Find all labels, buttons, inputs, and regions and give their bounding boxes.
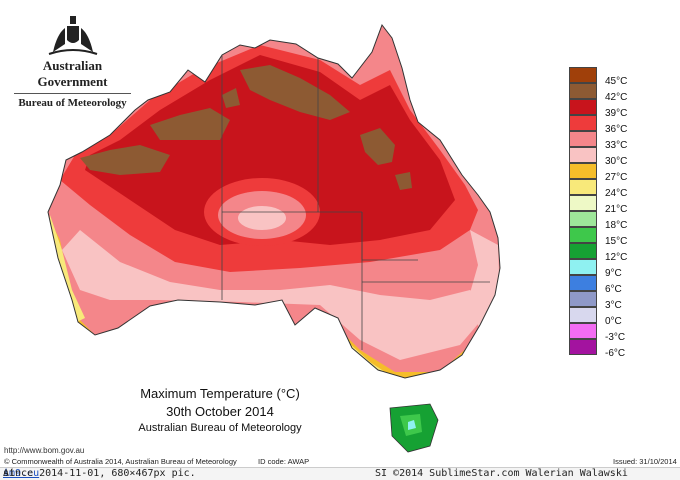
legend-label: 6°C (605, 284, 622, 295)
legend-label: 33°C (605, 140, 628, 151)
legend-swatch (569, 131, 597, 147)
government-logo: Australian Government Bureau of Meteorol… (10, 12, 135, 109)
map-date: 30th October 2014 (166, 404, 274, 419)
tasmania (389, 403, 439, 453)
legend-label: 21°C (605, 204, 628, 215)
map-title: Maximum Temperature (°C) (140, 386, 300, 401)
legend-label: 30°C (605, 156, 628, 167)
legend-swatch (569, 275, 597, 291)
watermark-strip: At im9.eu since 2014-11-01, 680×467px pi… (0, 467, 680, 480)
legend-swatch (569, 307, 597, 323)
legend-label: -3°C (605, 332, 626, 343)
legend-label: -6°C (605, 348, 626, 359)
map-caption: Maximum Temperature (°C) 30th October 20… (120, 386, 320, 434)
legend-swatch (569, 291, 597, 307)
government-name: Australian Government (37, 58, 108, 89)
legend-label: 45°C (605, 76, 628, 87)
legend-swatch (569, 147, 597, 163)
legend-swatch (569, 83, 597, 99)
legend-swatch (569, 227, 597, 243)
legend-label: 24°C (605, 188, 628, 199)
legend-swatch (569, 259, 597, 275)
legend-label: 27°C (605, 172, 628, 183)
watermark-site-link[interactable]: im9.eu (3, 468, 40, 479)
legend-swatch (569, 99, 597, 115)
legend-swatch (569, 163, 597, 179)
logo-divider (14, 93, 131, 94)
legend-swatch (569, 115, 597, 131)
temperature-map (47, 23, 501, 453)
bureau-name: Bureau of Meteorology (18, 97, 127, 109)
legend-label: 12°C (605, 252, 628, 263)
id-code: ID code: AWAP (258, 457, 310, 466)
map-footer: © Commonwealth of Australia 2014, Austra… (0, 457, 680, 467)
legend-label: 36°C (605, 124, 628, 135)
legend-label: 9°C (605, 268, 622, 279)
legend-swatch (569, 67, 597, 83)
legend-swatch (569, 323, 597, 339)
issued-date: Issued: 31/10/2014 (613, 457, 677, 466)
legend-swatch (569, 195, 597, 211)
legend-label: 3°C (605, 300, 622, 311)
legend-swatch (569, 211, 597, 227)
legend-label: 39°C (605, 108, 628, 119)
source-url: http://www.bom.gov.au (4, 446, 85, 455)
legend-label: 42°C (605, 92, 628, 103)
watermark-info: since 2014-11-01, 680×467px pic. (3, 468, 196, 479)
legend-label: 18°C (605, 220, 628, 231)
legend-swatch (569, 339, 597, 355)
copyright-text: © Commonwealth of Australia 2014, Austra… (4, 457, 237, 466)
state-borders (221, 55, 490, 350)
legend-label: 0°C (605, 316, 622, 327)
legend-swatch (569, 179, 597, 195)
watermark-prefix: At (3, 468, 16, 479)
legend-swatch (569, 243, 597, 259)
watermark-right: SI ©2014 SublimeStar.com Walerian Walaws… (375, 468, 628, 479)
mainland-coastline (47, 23, 501, 379)
coat-of-arms-icon (48, 16, 97, 55)
legend-label: 15°C (605, 236, 628, 247)
map-agency: Australian Bureau of Meteorology (138, 422, 302, 434)
